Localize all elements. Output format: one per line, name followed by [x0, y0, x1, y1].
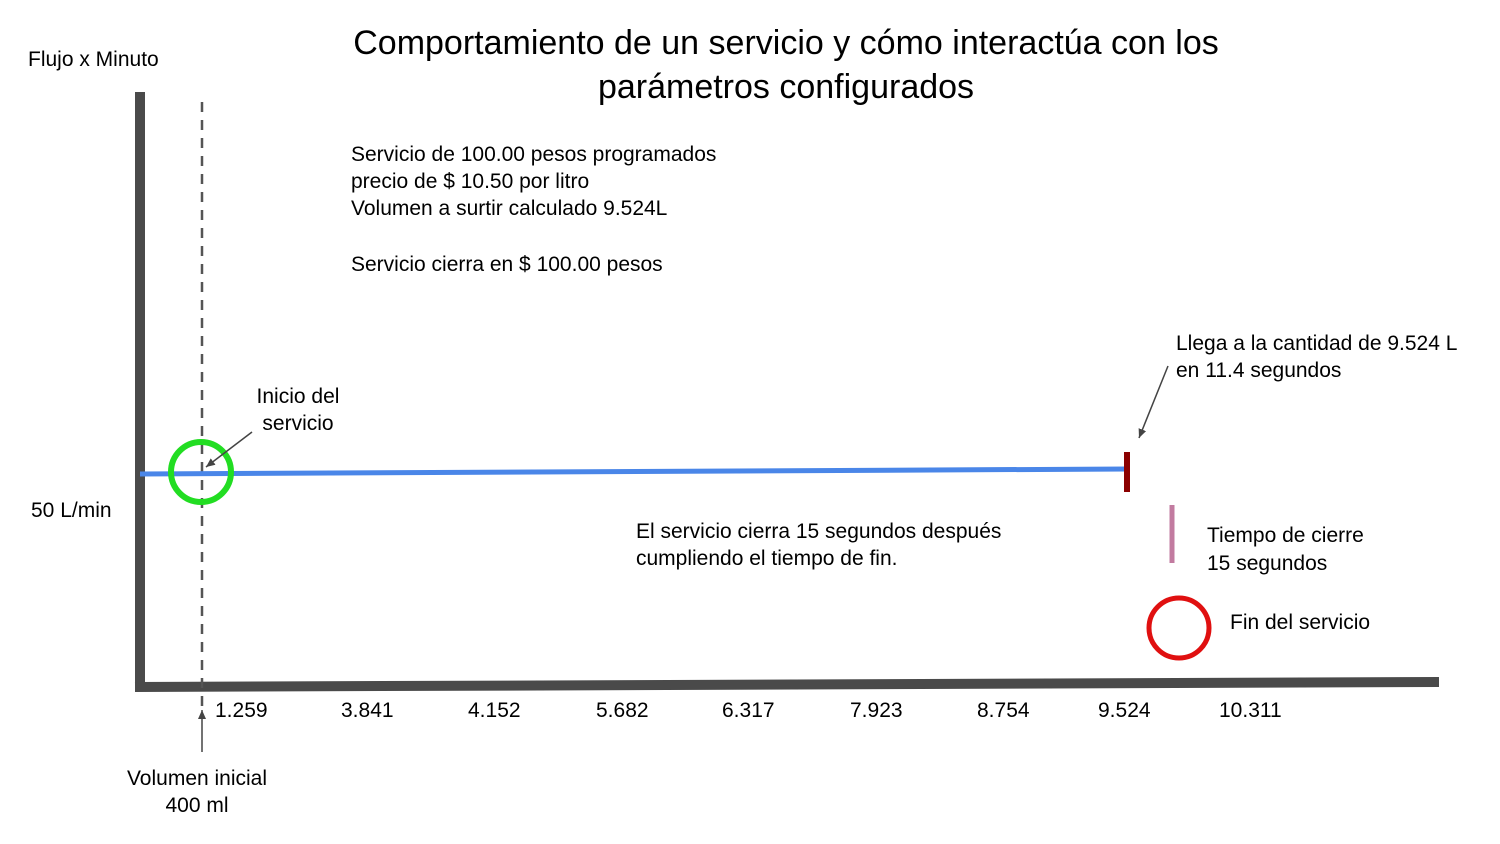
x-tick-label: 5.682 [596, 699, 649, 722]
info-line-3: Volumen a surtir calculado 9.524L [351, 197, 668, 220]
y-axis-label: Flujo x Minuto [28, 48, 159, 71]
close-note-line-1: El servicio cierra 15 segundos después [636, 520, 1002, 543]
start-circle [168, 439, 234, 505]
close-note-line-2: cumpliendo el tiempo de fin. [636, 547, 898, 570]
x-tick-label: 10.311 [1219, 699, 1282, 722]
start-annotation-line-2: servicio [262, 412, 334, 435]
flow-line [139, 466, 1129, 477]
reach-annotation-line-1: Llega a la cantidad de 9.524 L [1176, 332, 1458, 355]
initial-volume-line-1: Volumen inicial [126, 767, 268, 790]
x-tick-label: 9.524 [1098, 699, 1151, 722]
x-tick-label: 8.754 [977, 699, 1030, 722]
start-annotation-line-1: Inicio del [256, 385, 340, 408]
x-tick-label: 3.841 [341, 699, 394, 722]
title-line-2: parámetros configurados [597, 68, 975, 106]
x-tick-label: 1.259 [215, 699, 268, 722]
info-line-1: Servicio de 100.00 pesos programados [351, 143, 717, 166]
close-time-line-1: Tiempo de cierre [1207, 524, 1364, 547]
info-line-2: precio de $ 10.50 por litro [351, 170, 590, 193]
start-annotation-arrow [205, 431, 253, 468]
reach-annotation-arrow [1138, 365, 1169, 439]
x-tick-label: 7.923 [850, 699, 903, 722]
end-label: Fin del servicio [1230, 611, 1371, 634]
x-tick-label: 4.152 [468, 699, 521, 722]
y-value-label: 50 L/min [31, 499, 112, 522]
info-line-4: Servicio cierra en $ 100.00 pesos [351, 253, 663, 276]
initial-volume-line-2: 400 ml [165, 794, 229, 817]
title-line-1: Comportamiento de un servicio y cómo int… [353, 24, 1219, 62]
x-axis [134, 677, 1440, 692]
reach-annotation-line-2: en 11.4 segundos [1176, 359, 1342, 382]
close-time-line-2: 15 segundos [1207, 552, 1328, 575]
x-tick-label: 6.317 [722, 699, 775, 722]
end-circle [1146, 595, 1212, 661]
